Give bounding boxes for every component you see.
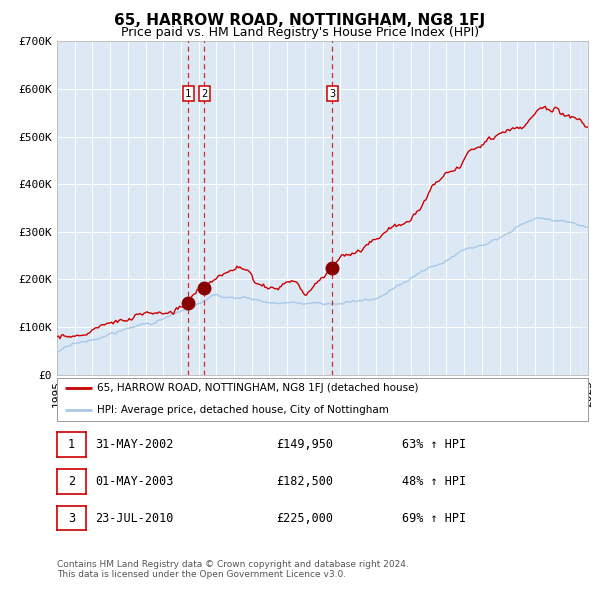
Text: 63% ↑ HPI: 63% ↑ HPI <box>402 438 466 451</box>
Text: 1: 1 <box>68 438 75 451</box>
Text: 3: 3 <box>329 88 335 99</box>
Text: 01-MAY-2003: 01-MAY-2003 <box>95 475 173 488</box>
Text: £182,500: £182,500 <box>276 475 333 488</box>
Text: HPI: Average price, detached house, City of Nottingham: HPI: Average price, detached house, City… <box>97 405 389 415</box>
Text: Contains HM Land Registry data © Crown copyright and database right 2024.
This d: Contains HM Land Registry data © Crown c… <box>57 560 409 579</box>
Text: 48% ↑ HPI: 48% ↑ HPI <box>402 475 466 488</box>
Text: £149,950: £149,950 <box>276 438 333 451</box>
Text: 3: 3 <box>68 512 75 525</box>
Text: 31-MAY-2002: 31-MAY-2002 <box>95 438 173 451</box>
Text: Price paid vs. HM Land Registry's House Price Index (HPI): Price paid vs. HM Land Registry's House … <box>121 26 479 39</box>
Text: 2: 2 <box>68 475 75 488</box>
Text: 23-JUL-2010: 23-JUL-2010 <box>95 512 173 525</box>
Text: 65, HARROW ROAD, NOTTINGHAM, NG8 1FJ (detached house): 65, HARROW ROAD, NOTTINGHAM, NG8 1FJ (de… <box>97 383 418 393</box>
Text: 65, HARROW ROAD, NOTTINGHAM, NG8 1FJ: 65, HARROW ROAD, NOTTINGHAM, NG8 1FJ <box>115 13 485 28</box>
Text: 2: 2 <box>202 88 208 99</box>
Text: £225,000: £225,000 <box>276 512 333 525</box>
Text: 69% ↑ HPI: 69% ↑ HPI <box>402 512 466 525</box>
Text: 1: 1 <box>185 88 191 99</box>
